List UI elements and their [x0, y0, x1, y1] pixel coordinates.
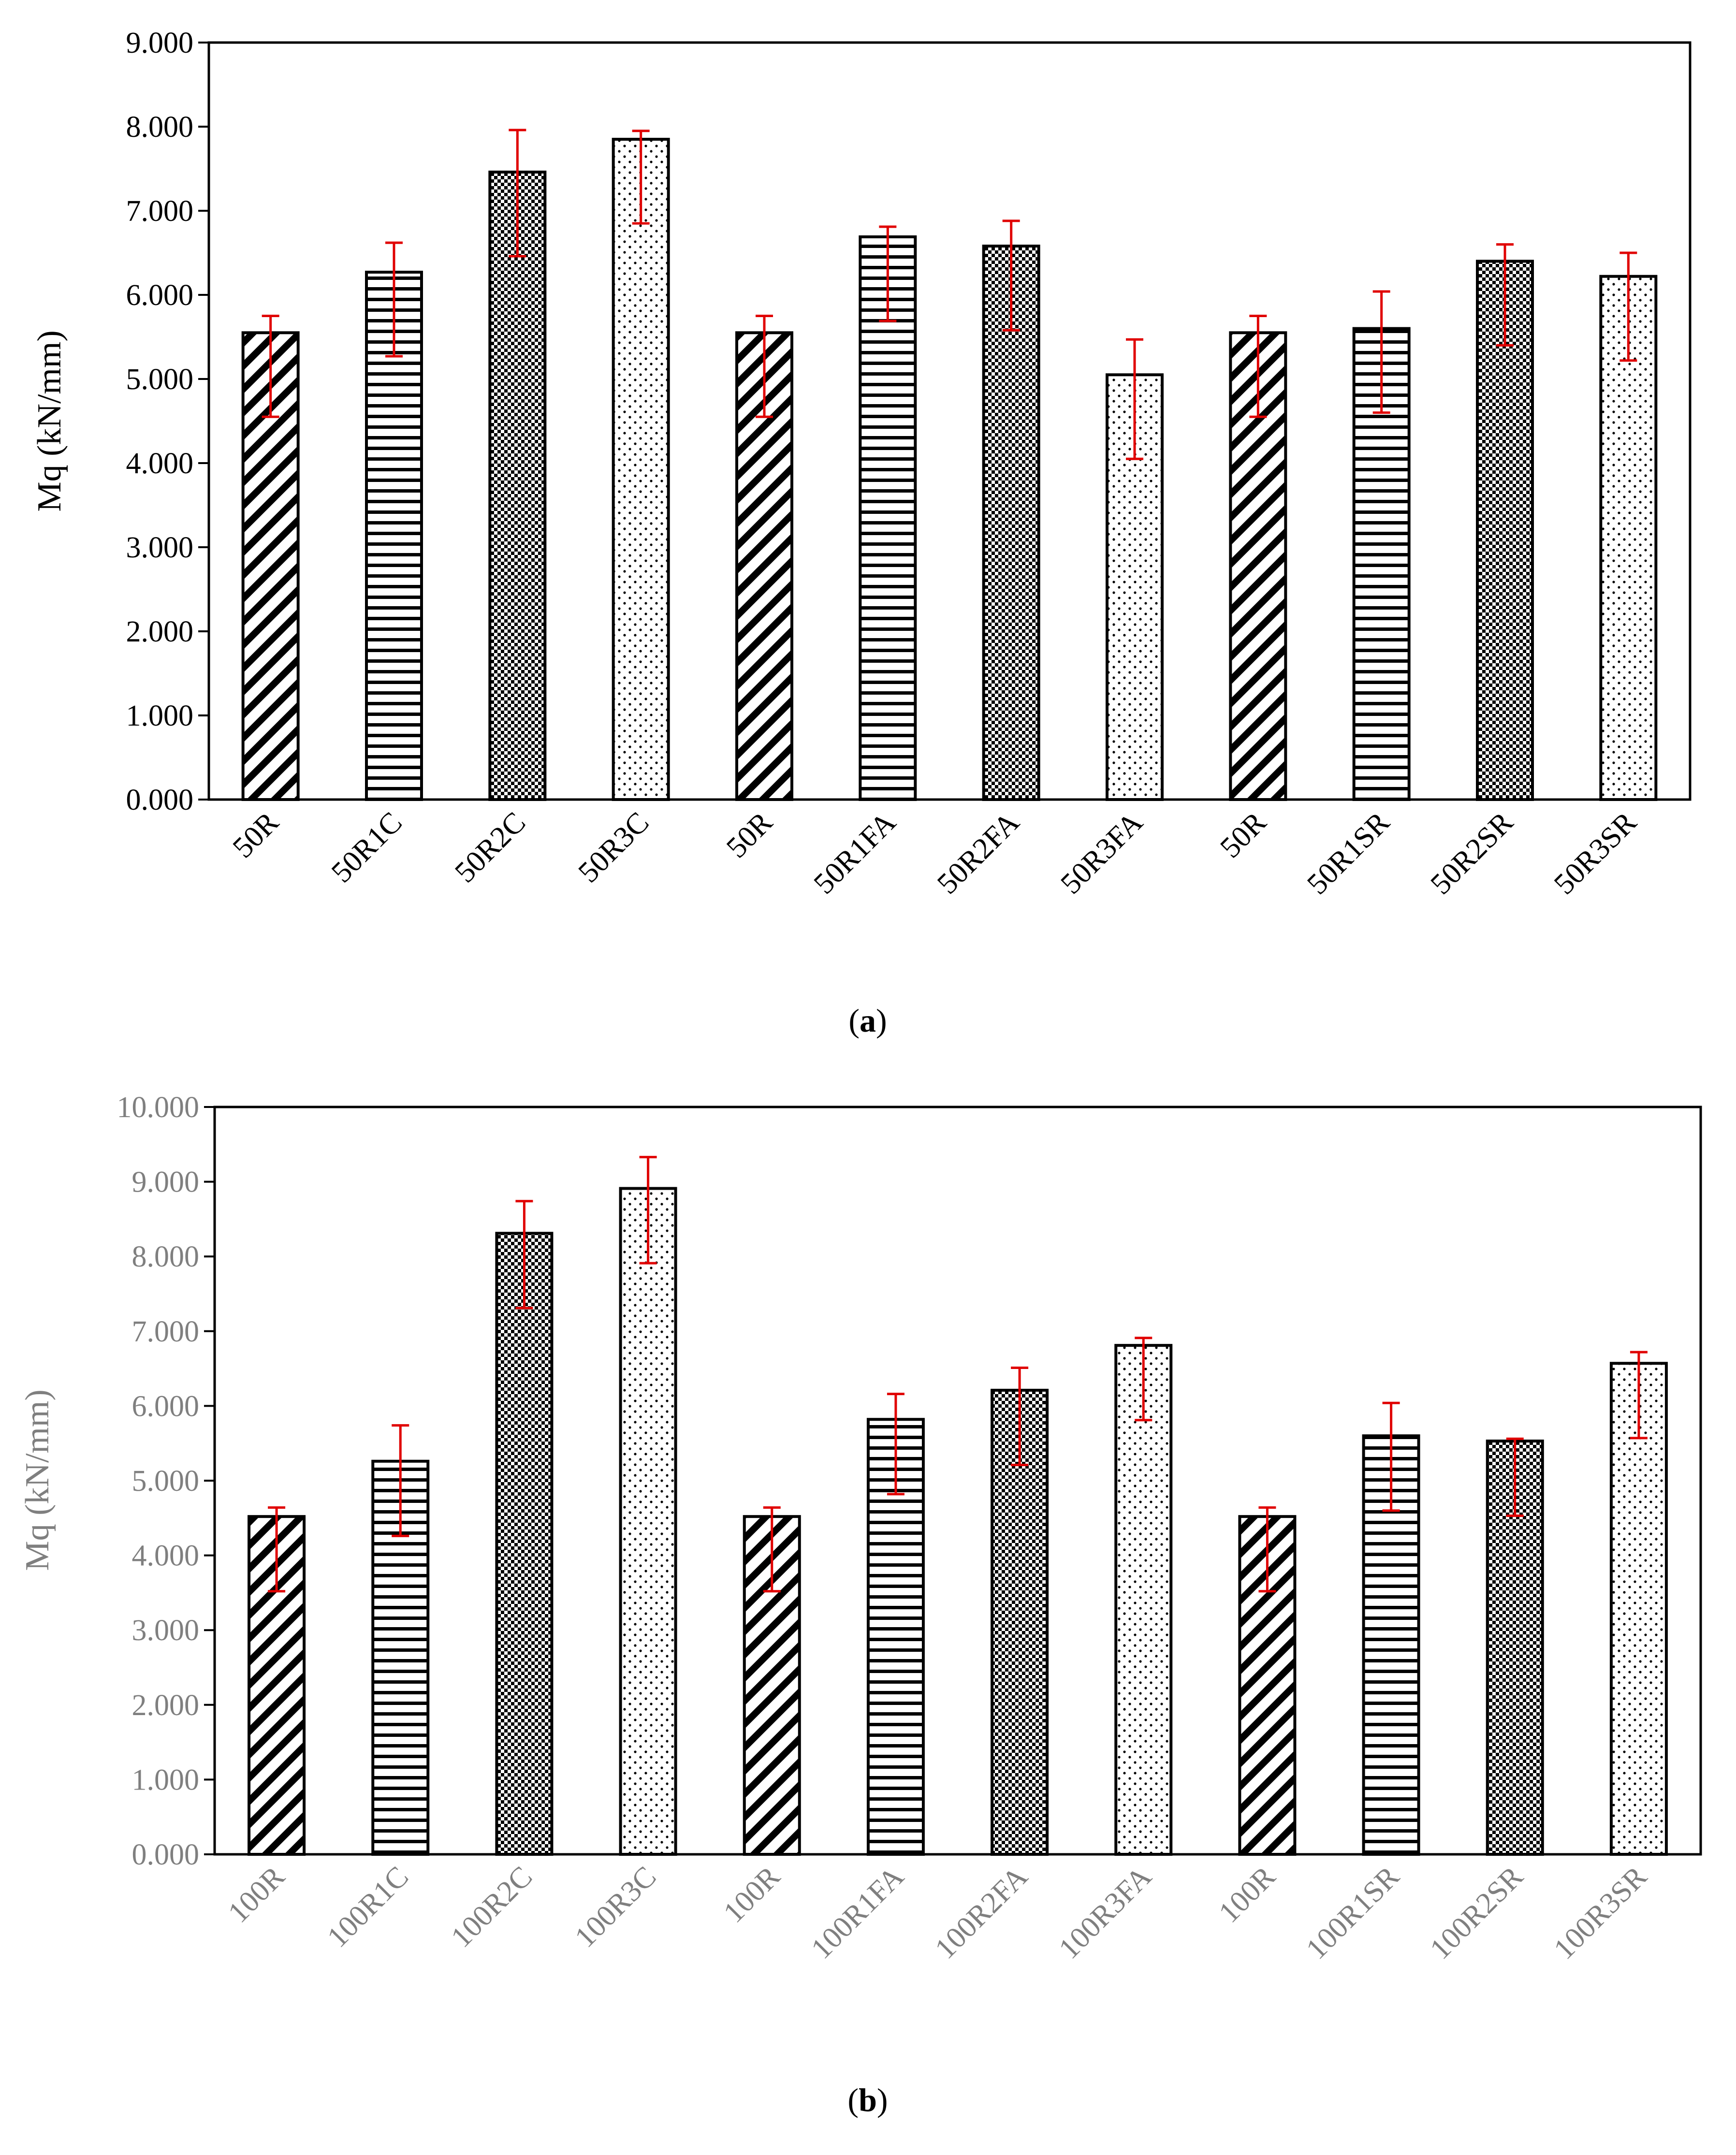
bar-50r1sr: [1352, 327, 1411, 801]
y-tick-label: 10.000: [117, 1091, 200, 1124]
x-tick-label: 100R2C: [445, 1860, 539, 1954]
y-tick-label: 0.000: [126, 784, 194, 816]
y-tick-label: 0.000: [132, 1838, 200, 1871]
panel-caption-a: (a): [848, 1002, 887, 1039]
error-bars: [268, 1156, 1648, 1593]
y-tick-label: 1.000: [126, 699, 194, 732]
error-bars: [262, 129, 1637, 460]
y-tick-label: 7.000: [132, 1315, 200, 1348]
bar-50r: [735, 331, 793, 801]
x-tick-label: 50R3SR: [1548, 805, 1643, 901]
x-tick-label: 100R: [222, 1860, 292, 1929]
x-tick-label: 100R: [1212, 1860, 1282, 1929]
x-tick-label: 50R2SR: [1424, 805, 1519, 901]
y-tick-label: 4.000: [132, 1540, 200, 1573]
y-axis-title: Mq (kN/mm): [31, 330, 68, 511]
x-tick-label: 100R1C: [321, 1860, 415, 1954]
plot-area-border: [213, 1106, 1702, 1856]
bars: [241, 138, 1658, 801]
y-tick-label: 8.000: [126, 111, 194, 144]
bar-100r3fa: [1114, 1344, 1173, 1856]
bar-100r3c: [619, 1187, 677, 1856]
y-tick-label: 7.000: [126, 195, 194, 228]
chart-panel-b: 0.000 1.000 2.000 3.000 4.000 5.000 6.000 7.000…: [19, 1091, 1702, 2118]
x-tick-label: 100R3C: [569, 1860, 662, 1954]
x-tick-label: 100R2SR: [1424, 1860, 1530, 1966]
x-axis-ticks: 50R 50R1C 50R2C 50R3C 50R 50R1FA 50R2FA 50R3FA 5…: [226, 805, 1643, 901]
bar-100r2fa: [991, 1388, 1049, 1856]
x-tick-label: 50R: [720, 805, 779, 864]
y-tick-label: 5.000: [132, 1465, 200, 1498]
x-tick-label: 50R2C: [449, 806, 532, 889]
x-tick-label: 50R: [1214, 805, 1273, 864]
y-tick-label: 5.000: [126, 363, 194, 396]
panel-caption-b: (b): [847, 2082, 888, 2118]
x-tick-label: 100R3SR: [1547, 1860, 1653, 1966]
y-tick-label: 4.000: [126, 447, 194, 480]
bars: [248, 1187, 1668, 1856]
y-tick-label: 6.000: [132, 1390, 200, 1423]
y-axis-ticks: 0.000 1.000 2.000 3.000 4.000 5.000 6.000 7.000…: [117, 1091, 215, 1871]
y-tick-label: 2.000: [126, 615, 194, 648]
bar-50r1fa: [859, 235, 917, 801]
x-tick-label: 100R: [717, 1860, 787, 1929]
bar-50r2fa: [982, 245, 1040, 801]
y-tick-label: 9.000: [126, 27, 194, 59]
bar-100r3sr: [1609, 1362, 1668, 1856]
bar-100r2c: [495, 1232, 554, 1856]
bar-50r2c: [488, 170, 547, 801]
y-tick-label: 3.000: [126, 531, 194, 564]
x-tick-label: 50R3C: [572, 806, 655, 889]
x-tick-label: 50R1FA: [807, 806, 902, 901]
bar-50r2sr: [1476, 260, 1534, 801]
y-tick-label: 1.000: [132, 1763, 200, 1796]
x-tick-label: 50R1C: [325, 806, 408, 889]
bar-50r3c: [612, 138, 670, 801]
x-tick-label: 50R1SR: [1301, 805, 1396, 901]
y-axis-ticks: 0.000 1.000 2.000 3.000 4.000 5.000 6.000 7.000…: [126, 27, 209, 816]
chart-panel-a: 0.000 1.000 2.000 3.000 4.000 5.000 6.000 7.000…: [31, 27, 1692, 1039]
bar-50r3sr: [1599, 275, 1658, 801]
y-tick-label: 3.000: [132, 1614, 200, 1647]
y-tick-label: 6.000: [126, 279, 194, 312]
y-axis-title: Mq (kN/mm): [19, 1389, 56, 1571]
x-tick-label: 50R2FA: [931, 806, 1026, 901]
x-tick-label: 100R1FA: [805, 1860, 910, 1966]
x-tick-label: 100R3FA: [1052, 1860, 1158, 1966]
y-tick-label: 8.000: [132, 1240, 200, 1273]
y-tick-label: 9.000: [132, 1166, 200, 1199]
x-tick-label: 50R3FA: [1054, 806, 1149, 901]
x-axis-ticks: 100R 100R1C 100R2C 100R3C 100R 100R1FA 100R2FA…: [222, 1860, 1653, 1966]
y-tick-label: 2.000: [132, 1689, 200, 1722]
x-tick-label: 100R2FA: [929, 1860, 1034, 1966]
x-tick-label: 100R1SR: [1300, 1860, 1406, 1966]
plot-area-border: [207, 41, 1692, 801]
x-tick-label: 50R: [226, 805, 285, 864]
